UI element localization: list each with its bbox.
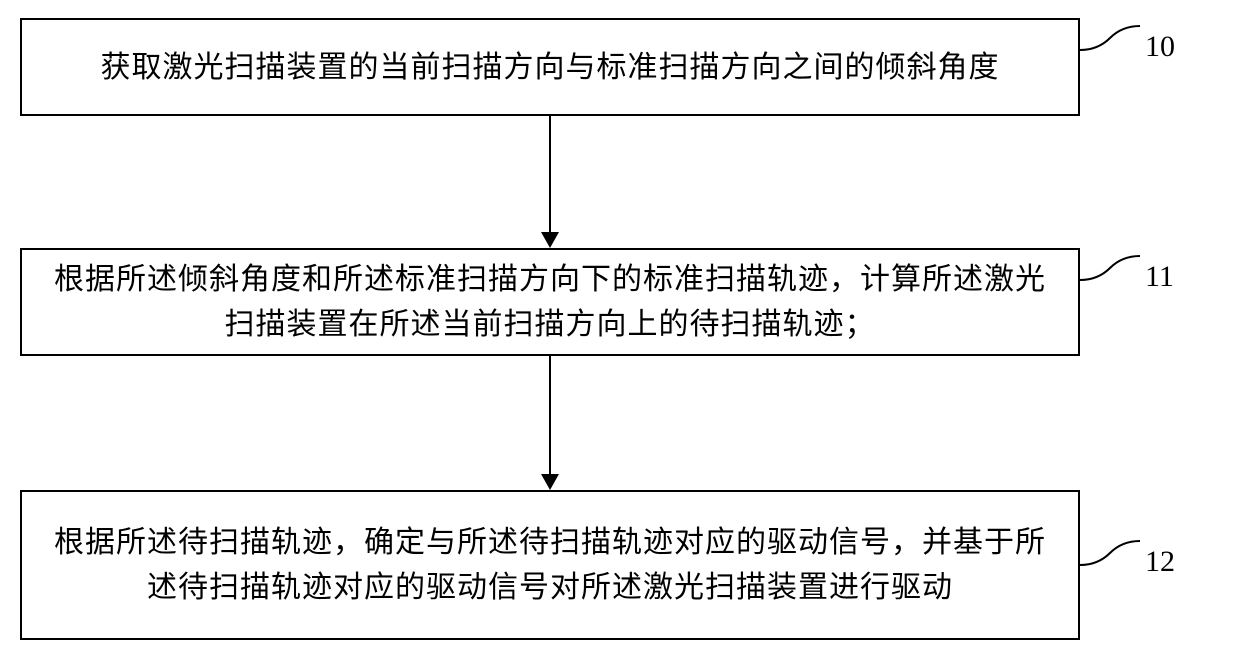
step-label-12: 12: [1145, 545, 1175, 579]
callout-12: [1080, 535, 1140, 575]
arrow-1-line: [549, 116, 551, 232]
flow-step-11-text: 根据所述倾斜角度和所述标准扫描方向下的标准扫描轨迹，计算所述激光扫描装置在所述当…: [42, 257, 1058, 347]
callout-10: [1080, 20, 1140, 60]
arrow-1-head: [541, 232, 559, 248]
step-label-11: 11: [1145, 260, 1174, 294]
flow-step-10: 获取激光扫描装置的当前扫描方向与标准扫描方向之间的倾斜角度: [20, 18, 1080, 116]
flow-step-12: 根据所述待扫描轨迹，确定与所述待扫描轨迹对应的驱动信号，并基于所述待扫描轨迹对应…: [20, 490, 1080, 640]
flow-step-10-text: 获取激光扫描装置的当前扫描方向与标准扫描方向之间的倾斜角度: [101, 45, 1000, 90]
callout-11: [1080, 250, 1140, 290]
arrow-2-line: [549, 356, 551, 474]
step-label-10: 10: [1145, 30, 1175, 64]
arrow-2-head: [541, 474, 559, 490]
flow-step-12-text: 根据所述待扫描轨迹，确定与所述待扫描轨迹对应的驱动信号，并基于所述待扫描轨迹对应…: [42, 520, 1058, 610]
flow-step-11: 根据所述倾斜角度和所述标准扫描方向下的标准扫描轨迹，计算所述激光扫描装置在所述当…: [20, 248, 1080, 356]
